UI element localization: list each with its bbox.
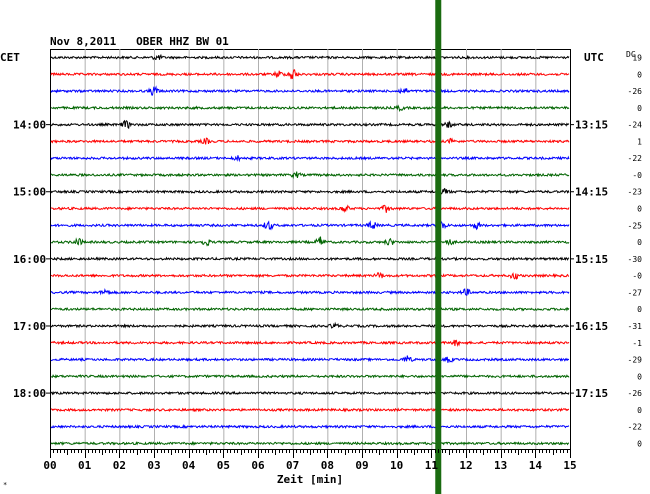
seismic-trace — [50, 53, 570, 61]
dc-offset-value: -25 — [628, 221, 643, 230]
right-hour-label: 16:15 — [575, 320, 608, 333]
seismic-trace — [50, 104, 570, 113]
x-tick-label: 06 — [251, 459, 265, 472]
dc-offset-value: -24 — [628, 121, 643, 130]
seismic-trace — [50, 355, 569, 363]
seismic-trace — [50, 220, 570, 231]
dc-offset-value: -22 — [628, 423, 643, 432]
dc-offset-value: -29 — [628, 356, 643, 365]
dc-offset-value: -23 — [628, 188, 643, 197]
x-tick-label: 09 — [355, 459, 368, 472]
seismic-trace — [50, 271, 570, 280]
seismic-trace — [50, 424, 570, 430]
left-timezone-label: CET — [0, 51, 20, 64]
dc-offset-value: -27 — [628, 288, 643, 297]
seismic-trace — [50, 390, 570, 396]
highlight-layer — [435, 0, 442, 494]
axis-layer: 00 01 02 03 04 05 06 07 08 09 10 11 12 13 14 15 — [43, 449, 577, 472]
left-hour-label: 16:00 — [13, 253, 46, 266]
seismic-trace — [50, 204, 570, 213]
x-tick-label: 00 — [43, 459, 56, 472]
seismic-trace — [50, 407, 570, 413]
x-tick-label: 15 — [563, 459, 576, 472]
dc-offset-value: -0 — [632, 272, 642, 281]
dc-offset-value: 0 — [637, 70, 642, 79]
dc-offset-value: 0 — [637, 305, 642, 314]
x-tick-label: 04 — [182, 459, 196, 472]
right-hour-label: 17:15 — [575, 387, 608, 400]
dc-offset-value: -30 — [628, 255, 643, 264]
seismic-trace — [50, 137, 570, 145]
traces-layer — [50, 53, 570, 447]
corner-mark: * — [3, 481, 7, 489]
seismic-trace — [50, 440, 569, 447]
seismic-trace — [50, 373, 570, 379]
chart-title: Nov 8,2011 OBER HHZ BW 01 — [50, 35, 229, 48]
x-tick-label: 01 — [78, 459, 92, 472]
left-hour-label: 18:00 — [13, 387, 46, 400]
right-hour-label: 14:15 — [575, 186, 608, 199]
seismic-trace — [50, 85, 570, 96]
dc-offset-value: -1 — [632, 339, 642, 348]
seismic-trace — [50, 187, 570, 195]
seismic-trace — [50, 236, 570, 247]
left-hour-label: 17:00 — [13, 320, 46, 333]
dc-offset-value: 0 — [637, 439, 642, 448]
x-tick-label: 05 — [217, 459, 230, 472]
seismic-trace — [50, 339, 570, 347]
dc-offset-value: 0 — [637, 205, 642, 214]
right-hour-label: 13:15 — [575, 119, 608, 132]
x-tick-label: 11 — [425, 459, 439, 472]
seismic-trace — [50, 119, 570, 130]
x-tick-label: 07 — [286, 459, 299, 472]
x-tick-label: 08 — [321, 459, 334, 472]
dc-offset-value: -22 — [628, 154, 643, 163]
dc-offset-value: 0 — [637, 104, 642, 113]
labels-layer: Nov 8,2011 OBER HHZ BW 01 CET UTC DC Zei… — [0, 35, 642, 489]
seismic-trace — [50, 321, 569, 329]
right-hour-label: 15:15 — [575, 253, 608, 266]
x-tick-label: 03 — [147, 459, 160, 472]
x-tick-label: 14 — [529, 459, 543, 472]
dc-offset-value: 0 — [637, 238, 642, 247]
event-marker-bar — [435, 0, 442, 494]
dc-offset-value: -26 — [628, 389, 643, 398]
seismic-trace — [50, 155, 570, 163]
x-tick-label: 12 — [459, 459, 472, 472]
x-axis-label: Zeit [min] — [277, 473, 343, 486]
dc-offset-value: 0 — [637, 372, 642, 381]
dc-offset-value: -0 — [632, 171, 642, 180]
dc-offset-value: -31 — [628, 322, 643, 331]
x-tick-label: 10 — [390, 459, 403, 472]
right-timezone-label: UTC — [584, 51, 604, 64]
x-tick-label: 02 — [113, 459, 126, 472]
dc-offset-value: -26 — [628, 87, 643, 96]
seismic-trace — [50, 69, 570, 80]
grid-layer — [84, 49, 537, 449]
seismic-trace — [50, 171, 570, 180]
seismic-trace — [50, 306, 570, 312]
left-hour-label: 14:00 — [13, 119, 46, 132]
dc-offset-value: 19 — [632, 54, 642, 63]
plot-frame — [50, 49, 571, 450]
dc-label: DC — [626, 50, 636, 59]
dc-offset-value: 0 — [637, 406, 642, 415]
seismic-trace — [50, 256, 570, 262]
x-tick-label: 13 — [494, 459, 507, 472]
dc-offset-value: 1 — [637, 137, 642, 146]
left-hour-label: 15:00 — [13, 186, 46, 199]
seismic-trace — [50, 288, 570, 296]
